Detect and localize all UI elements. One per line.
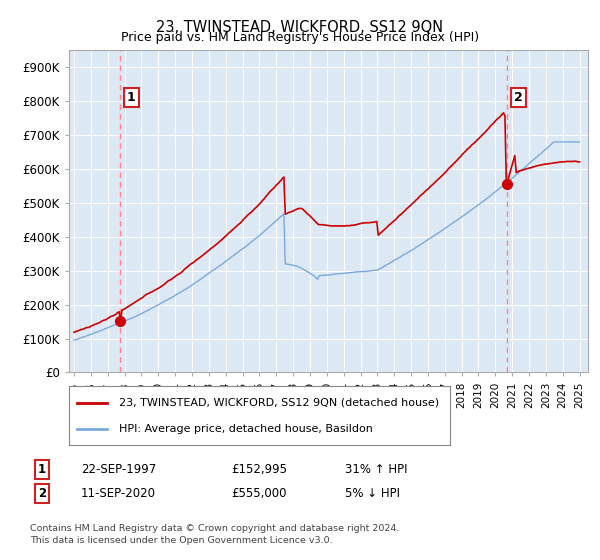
Text: 5% ↓ HPI: 5% ↓ HPI [345, 487, 400, 501]
Text: HPI: Average price, detached house, Basildon: HPI: Average price, detached house, Basi… [119, 424, 373, 434]
Text: 23, TWINSTEAD, WICKFORD, SS12 9QN (detached house): 23, TWINSTEAD, WICKFORD, SS12 9QN (detac… [119, 398, 439, 408]
Text: 2: 2 [38, 487, 46, 501]
Text: 23, TWINSTEAD, WICKFORD, SS12 9QN: 23, TWINSTEAD, WICKFORD, SS12 9QN [157, 20, 443, 35]
Text: 1: 1 [38, 463, 46, 476]
Text: 1: 1 [127, 91, 136, 104]
Text: 2: 2 [514, 91, 523, 104]
Text: 11-SEP-2020: 11-SEP-2020 [81, 487, 156, 501]
Text: Contains HM Land Registry data © Crown copyright and database right 2024.
This d: Contains HM Land Registry data © Crown c… [30, 524, 400, 545]
Text: £555,000: £555,000 [231, 487, 287, 501]
Text: Price paid vs. HM Land Registry's House Price Index (HPI): Price paid vs. HM Land Registry's House … [121, 31, 479, 44]
Text: 22-SEP-1997: 22-SEP-1997 [81, 463, 156, 476]
Text: £152,995: £152,995 [231, 463, 287, 476]
Text: 31% ↑ HPI: 31% ↑ HPI [345, 463, 407, 476]
